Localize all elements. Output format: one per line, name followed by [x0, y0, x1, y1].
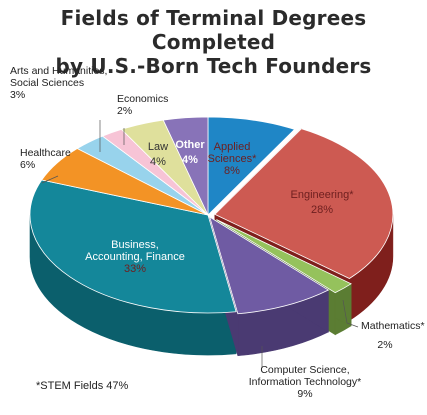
slice-pct-6: 3%	[10, 89, 25, 101]
chart-title: Fields of Terminal Degrees Completed by …	[0, 6, 427, 78]
slice-pct-0: 8%	[224, 165, 240, 177]
stem-footnote: *STEM Fields 47%	[36, 380, 129, 392]
slice-label-4: Business, Accounting, Finance	[85, 239, 185, 263]
slice-pct-1: 28%	[311, 204, 333, 216]
slice-label-6: Arts and Humanities, Social Sciences	[10, 65, 107, 89]
leader-line-5	[41, 175, 59, 184]
slice-labels: Applied Sciences*8% Engineering* 28% Mathema…	[10, 65, 425, 400]
slice-pct-9: 4%	[182, 154, 198, 166]
slice-pct-5: 6%	[20, 159, 35, 171]
slice-label-0: Applied Sciences*	[208, 141, 258, 165]
slice-top-9	[162, 116, 209, 216]
slice-pct-4: 33%	[124, 263, 146, 275]
slice-label-7: Economics	[117, 93, 168, 105]
slice-label-3: Computer Science, Information Technology*	[249, 364, 361, 388]
slice-label-5: Healthcare	[20, 147, 71, 159]
slice-pct-2: 2%	[377, 339, 392, 351]
slice-pct-3: 9%	[297, 388, 312, 400]
slice-top-2	[216, 219, 352, 294]
slice-top-0	[207, 116, 296, 216]
slice-label-9: Other	[175, 139, 205, 151]
leader-lines	[41, 120, 359, 368]
slice-top-3	[209, 216, 330, 315]
chart-title-line-1: Fields of Terminal Degrees Completed	[60, 6, 367, 54]
slice-top-1	[214, 128, 394, 279]
slice-top-4	[29, 179, 237, 314]
slice-pct-7: 2%	[117, 105, 132, 117]
chart-title-line-2: by U.S.-Born Tech Founders	[55, 54, 372, 78]
slice-label-8: Law	[148, 141, 168, 153]
slice-label-2: Mathematics*	[361, 320, 425, 332]
leader-line-2	[342, 299, 359, 328]
pie-tops	[29, 116, 394, 315]
slice-label-1: Engineering*	[291, 189, 355, 201]
slice-pct-8: 4%	[150, 156, 166, 168]
